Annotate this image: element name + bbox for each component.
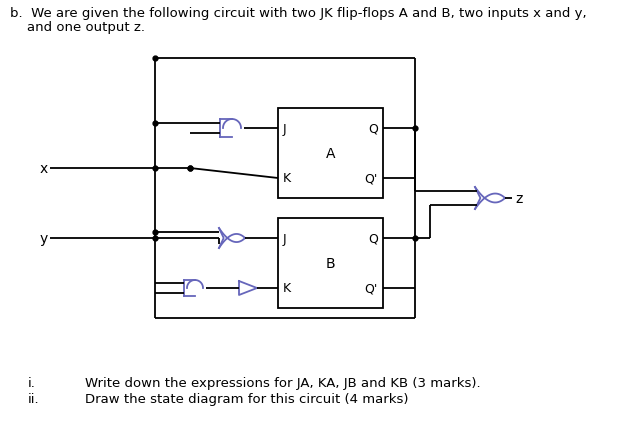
Text: ii.: ii. [28,392,40,405]
Text: Q: Q [368,122,378,135]
Text: y: y [40,231,48,245]
Text: Write down the expressions for JA, KA, JB and KB (3 marks).: Write down the expressions for JA, KA, J… [85,376,481,389]
Text: b.  We are given the following circuit with two JK flip-flops A and B, two input: b. We are given the following circuit wi… [10,7,587,20]
Text: i.: i. [28,376,36,389]
Text: Q': Q' [365,172,378,185]
Bar [278,219,383,308]
Text: B: B [326,256,335,270]
Text: J: J [283,232,287,245]
Text: K: K [283,172,291,185]
Text: A: A [326,147,335,161]
Text: and one output z.: and one output z. [10,21,145,34]
Text: Q': Q' [365,282,378,295]
Text: z: z [515,191,522,205]
Text: Draw the state diagram for this circuit (4 marks): Draw the state diagram for this circuit … [85,392,408,405]
Text: J: J [283,122,287,135]
Text: K: K [283,282,291,295]
Text: x: x [40,162,48,176]
Text: Q: Q [368,232,378,245]
Bar [278,109,383,198]
